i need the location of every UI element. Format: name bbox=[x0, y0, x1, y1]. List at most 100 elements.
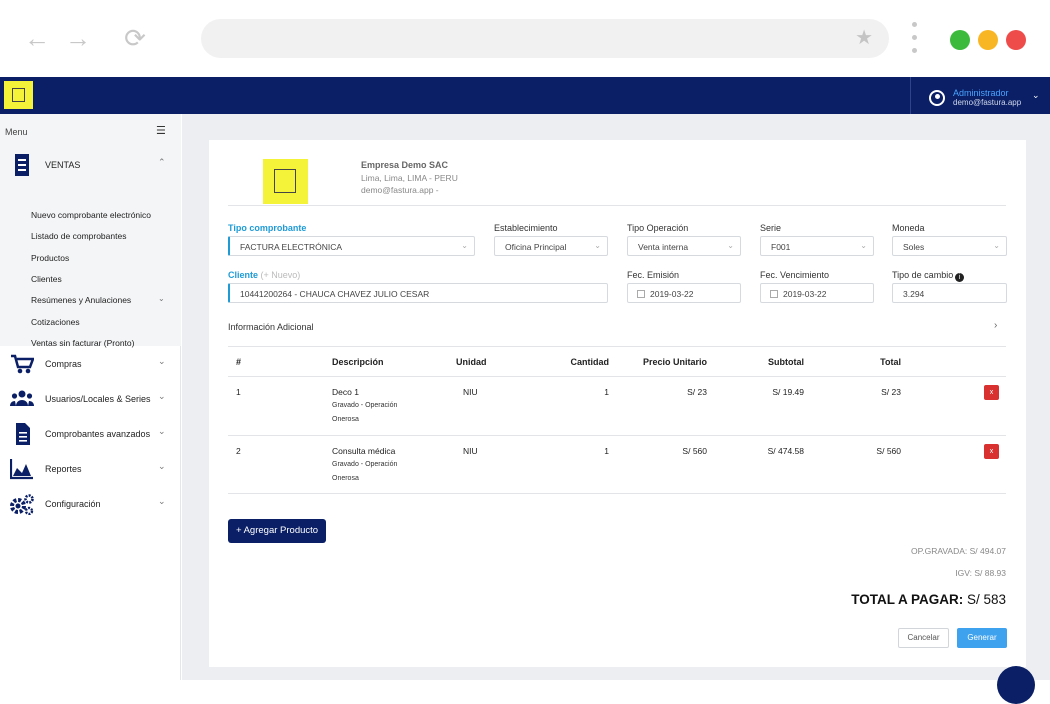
nuevo-cliente-link[interactable]: (+ Nuevo) bbox=[260, 270, 301, 280]
document-icon bbox=[16, 423, 30, 445]
company-email: demo@fastura.app - bbox=[361, 185, 439, 195]
sidebar-section-comprobantes-avanzados[interactable]: Comprobantes avanzados ⌄ bbox=[0, 417, 181, 451]
serie-select[interactable]: F001 ⌄ bbox=[760, 236, 874, 256]
sidebar-section-compras[interactable]: Compras ⌄ bbox=[0, 347, 181, 381]
user-name[interactable]: Administrador bbox=[953, 88, 1009, 98]
cell-cantidad: 1 bbox=[604, 387, 609, 397]
chevron-down-icon: ⌄ bbox=[158, 391, 166, 401]
sidebar-section-label: Comprobantes avanzados bbox=[45, 429, 151, 439]
tipo-comprobante-label: Tipo comprobante bbox=[228, 223, 307, 233]
serie-label: Serie bbox=[760, 223, 782, 233]
select-value: Soles bbox=[903, 242, 925, 252]
fec-emision-field[interactable]: 2019-03-22 bbox=[627, 283, 741, 303]
window-maximize-button[interactable] bbox=[950, 30, 970, 50]
sidebar-item-productos[interactable]: Productos bbox=[31, 253, 70, 263]
chevron-down-icon: ⌄ bbox=[860, 241, 867, 250]
col-header-precio-unitario: Precio Unitario bbox=[642, 357, 707, 367]
chevron-right-icon[interactable]: › bbox=[994, 320, 998, 331]
generate-button[interactable]: Generar bbox=[957, 628, 1007, 648]
chevron-down-icon: ⌄ bbox=[461, 241, 468, 250]
cliente-label-text: Cliente bbox=[228, 270, 259, 280]
receipt-icon bbox=[15, 154, 29, 176]
chevron-down-icon: ⌄ bbox=[158, 426, 166, 436]
cell-total: S/ 23 bbox=[881, 387, 901, 397]
info-adicional-toggle[interactable]: Información Adicional bbox=[228, 322, 314, 332]
chat-button[interactable] bbox=[997, 666, 1035, 704]
col-header-unidad: Unidad bbox=[456, 357, 487, 367]
divider bbox=[228, 346, 1006, 347]
arrow-right-icon[interactable]: → bbox=[65, 23, 91, 53]
user-email: demo@fastura.app bbox=[953, 98, 1022, 107]
cell-unidad: NIU bbox=[463, 446, 478, 456]
cell-affectation-2: Onerosa bbox=[332, 416, 359, 423]
reload-icon[interactable]: ⟳ bbox=[124, 23, 146, 53]
col-header-number: # bbox=[236, 357, 242, 367]
sidebar-section-configuracion[interactable]: Configuración ⌄ bbox=[0, 487, 181, 521]
cell-descripcion: Deco 1 bbox=[332, 387, 359, 397]
sidebar-item-listado-comprobantes[interactable]: Listado de comprobantes bbox=[31, 231, 127, 241]
sidebar: Menu ☰ VENTAS ⌃ Nuevo comprobante electr… bbox=[0, 114, 181, 680]
add-product-button[interactable]: + Agregar Producto bbox=[228, 519, 326, 543]
cliente-select[interactable]: 10441200264 - CHAUCA CHAVEZ JULIO CESAR bbox=[228, 283, 608, 303]
tipo-comprobante-select[interactable]: FACTURA ELECTRÓNICA ⌄ bbox=[228, 236, 475, 256]
col-header-descripcion: Descripción bbox=[332, 357, 384, 367]
sidebar-item-ventas-sin-facturar[interactable]: Ventas sin facturar (Pronto) bbox=[31, 338, 135, 348]
user-avatar-icon[interactable] bbox=[929, 90, 945, 106]
cancel-button[interactable]: Cancelar bbox=[898, 628, 949, 648]
chevron-down-icon[interactable]: ⌄ bbox=[158, 294, 165, 303]
select-value: FACTURA ELECTRÓNICA bbox=[240, 242, 343, 252]
sidebar-item-clientes[interactable]: Clientes bbox=[31, 274, 62, 284]
hamburger-icon[interactable]: ☰ bbox=[156, 125, 166, 137]
calendar-icon bbox=[637, 290, 645, 298]
tipo-operacion-label: Tipo Operación bbox=[627, 223, 689, 233]
input-value: 3.294 bbox=[903, 289, 925, 299]
divider bbox=[228, 205, 1006, 206]
cell-subtotal: S/ 474.58 bbox=[767, 446, 804, 456]
sidebar-menu-header: Menu ☰ bbox=[0, 114, 181, 148]
select-value: Oficina Principal bbox=[505, 242, 567, 252]
chevron-down-icon[interactable]: ⌄ bbox=[1032, 90, 1040, 100]
house-logo-icon[interactable] bbox=[4, 81, 33, 109]
star-icon[interactable]: ★ bbox=[855, 27, 873, 49]
delete-row-button[interactable]: x bbox=[984, 385, 999, 400]
chevron-down-icon: ⌄ bbox=[158, 461, 166, 471]
sidebar-section-ventas[interactable]: VENTAS ⌃ bbox=[0, 148, 181, 182]
fec-vencimiento-label: Fec. Vencimiento bbox=[760, 270, 830, 280]
calendar-icon bbox=[770, 290, 778, 298]
cart-icon bbox=[11, 354, 34, 374]
grand-total-value: S/ 583 bbox=[966, 592, 1006, 607]
kebab-menu-icon[interactable] bbox=[912, 22, 918, 56]
sidebar-item-resumenes[interactable]: Resúmenes y Anulaciones bbox=[31, 295, 132, 305]
cell-affectation: Gravado - Operación bbox=[332, 402, 398, 409]
window-close-button[interactable] bbox=[1006, 30, 1026, 50]
establecimiento-select[interactable]: Oficina Principal ⌄ bbox=[494, 236, 608, 256]
sidebar-section-label: Usuarios/Locales & Series bbox=[45, 394, 151, 404]
fec-vencimiento-field[interactable]: 2019-03-22 bbox=[760, 283, 874, 303]
tipo-operacion-select[interactable]: Venta interna ⌄ bbox=[627, 236, 741, 256]
select-value: 10441200264 - CHAUCA CHAVEZ JULIO CESAR bbox=[240, 289, 430, 299]
moneda-select[interactable]: Soles ⌄ bbox=[892, 236, 1007, 256]
date-value: 2019-03-22 bbox=[650, 289, 694, 299]
grand-total-label: TOTAL A PAGAR: bbox=[851, 592, 964, 607]
divider bbox=[228, 435, 1006, 436]
date-value: 2019-03-22 bbox=[783, 289, 827, 299]
delete-row-button[interactable]: x bbox=[984, 444, 999, 459]
sidebar-section-label: VENTAS bbox=[45, 160, 81, 170]
col-header-subtotal: Subtotal bbox=[768, 357, 804, 367]
menu-label: Menu bbox=[5, 127, 28, 137]
cliente-label: Cliente (+ Nuevo) bbox=[228, 270, 300, 280]
sidebar-section-reportes[interactable]: Reportes ⌄ bbox=[0, 452, 181, 486]
invoice-card bbox=[209, 140, 1026, 667]
tipo-cambio-input[interactable]: 3.294 bbox=[892, 283, 1007, 303]
sidebar-item-nuevo-comprobante[interactable]: Nuevo comprobante electrónico bbox=[31, 210, 152, 220]
sidebar-item-cotizaciones[interactable]: Cotizaciones bbox=[31, 317, 80, 327]
col-header-cantidad: Cantidad bbox=[570, 357, 609, 367]
op-gravada-total: OP.GRAVADA: S/ 494.07 bbox=[911, 546, 1006, 556]
arrow-left-icon[interactable]: ← bbox=[24, 23, 50, 53]
info-icon[interactable]: i bbox=[955, 273, 965, 282]
window-minimize-button[interactable] bbox=[978, 30, 998, 50]
address-bar[interactable]: ★ bbox=[201, 19, 889, 58]
grand-total: TOTAL A PAGAR: S/ 583 bbox=[851, 592, 1006, 607]
fec-emision-label: Fec. Emisión bbox=[627, 270, 680, 280]
sidebar-section-usuarios[interactable]: Usuarios/Locales & Series ⌄ bbox=[0, 382, 181, 416]
